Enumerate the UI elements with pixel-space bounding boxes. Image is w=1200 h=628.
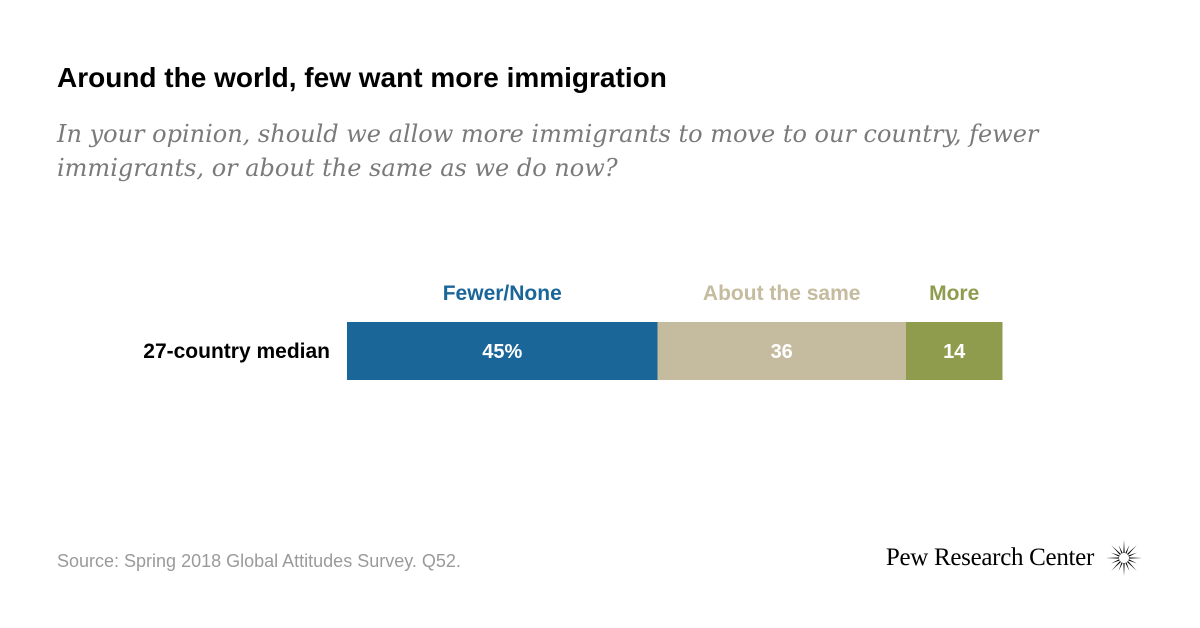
bar-fewer-none bbox=[347, 322, 658, 380]
sunburst-icon bbox=[1106, 540, 1142, 576]
value-label-about-the-same: 36 bbox=[771, 341, 793, 363]
legend-fewer-none: Fewer/None bbox=[443, 282, 562, 305]
brand-name: Pew Research Center bbox=[885, 544, 1094, 571]
stacked-bar-chart: 27-country median 45% Fewer/None 36 About th… bbox=[143, 282, 1003, 380]
legend-about-the-same: About the same bbox=[703, 282, 861, 305]
chart-title: Around the world, few want more immigrat… bbox=[57, 62, 667, 93]
source-note: Source: Spring 2018 Global Attitudes Sur… bbox=[57, 551, 461, 571]
row-label: 27-country median bbox=[143, 340, 330, 363]
bar-about-the-same bbox=[657, 322, 906, 380]
chart-subtitle: In your opinion, should we allow more im… bbox=[57, 120, 1039, 182]
brand-logo: Pew Research Center bbox=[886, 538, 1144, 578]
value-label-fewer-none: 45% bbox=[482, 341, 522, 363]
legend-more: More bbox=[929, 282, 979, 305]
bar-more bbox=[905, 322, 1003, 380]
value-label-more: 14 bbox=[943, 341, 966, 363]
